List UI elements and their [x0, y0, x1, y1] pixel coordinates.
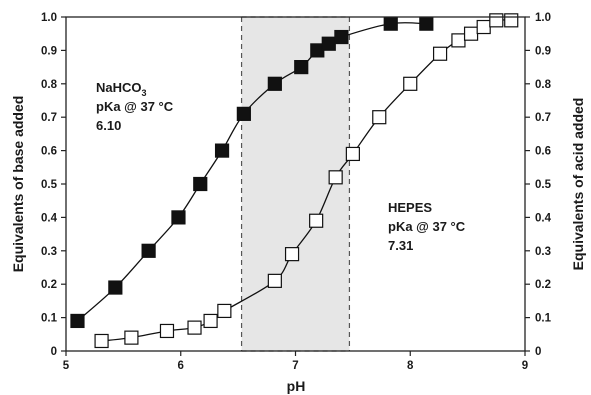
y-tick-label: 0.4	[41, 212, 58, 224]
hepes-point	[203, 313, 218, 329]
hepes-point	[432, 46, 448, 61]
hepes-point	[187, 320, 202, 335]
nahco3-point	[267, 76, 282, 91]
y-tick-label: 1.0	[41, 12, 57, 24]
x-tick-label: 7	[292, 360, 298, 372]
y2-tick-label: 0.3	[535, 246, 551, 258]
hepes-annotation: HEPES pKa @ 37 °C 7.31	[388, 200, 466, 253]
x-axis-title: pH	[287, 378, 306, 394]
nahco3-pka-value: 6.10	[96, 118, 121, 133]
nahco3-point	[171, 210, 186, 225]
y2-tick-label: 0.5	[535, 179, 552, 191]
x-tick-label: 5	[63, 360, 70, 372]
y-tick-label: 0	[51, 346, 57, 358]
hepes-point	[463, 26, 479, 41]
x-tick-label: 9	[522, 360, 528, 372]
nahco3-point	[214, 143, 230, 158]
y2-tick-label: 0	[535, 346, 541, 358]
hepes-point	[94, 333, 109, 349]
y-tick-label: 0.1	[41, 313, 58, 325]
hepes-point	[489, 13, 504, 28]
y2-tick-label: 0.9	[535, 45, 551, 57]
nahco3-label: NaHCO3	[96, 80, 147, 98]
hepes-point	[403, 76, 418, 91]
y2-tick-label: 0.4	[535, 212, 552, 224]
hepes-point	[504, 13, 519, 28]
hepes-point	[159, 323, 175, 339]
hepes-point	[451, 33, 466, 48]
hepes-point	[476, 19, 491, 35]
nahco3-point	[236, 106, 251, 121]
y2-tick-label: 0.1	[535, 313, 552, 325]
y2-tick-label: 0.2	[535, 279, 551, 291]
y2-tick-label: 0.8	[535, 79, 552, 91]
y2-tick-label: 0.6	[535, 146, 551, 158]
y-tick-label: 0.7	[41, 112, 57, 124]
y-tick-label: 0.5	[41, 179, 58, 191]
nahco3-point	[419, 16, 434, 31]
y-tick-label: 0.9	[41, 45, 57, 57]
nahco3-point	[141, 243, 156, 258]
x-tick-label: 8	[407, 360, 414, 372]
nahco3-point	[70, 313, 85, 329]
hepes-point	[267, 273, 282, 288]
axis-ticks: 5 6 7 8 900.10.20.30.40.50.60.70.80.91.0 1.00…	[41, 12, 552, 372]
nahco3-point	[108, 280, 123, 295]
y-axis-title: Equivalents of base added	[10, 96, 26, 273]
hepes-point	[345, 146, 360, 162]
hepes-pka-label: pKa @ 37 °C	[388, 219, 466, 234]
hepes-point	[217, 303, 232, 319]
nahco3-point	[321, 36, 336, 51]
hepes-point	[372, 110, 387, 125]
y-tick-label: 0.8	[41, 79, 58, 91]
nahco3-pka-label: pKa @ 37 °C	[96, 99, 174, 114]
y2-tick-label: 0.7	[535, 112, 551, 124]
hepes-label: HEPES	[388, 200, 432, 215]
y-tick-label: 0.2	[41, 279, 57, 291]
hepes-point	[124, 330, 139, 345]
hepes-point	[284, 247, 300, 262]
nahco3-point	[294, 59, 309, 75]
hepes-point	[309, 213, 324, 228]
y-tick-label: 0.3	[41, 246, 57, 258]
hepes-point	[328, 170, 343, 185]
nahco3-point	[334, 29, 349, 45]
y2-tick-label: 1.0	[535, 12, 551, 24]
x-tick-label: 6	[178, 360, 184, 372]
y2-axis-title: Equivalents of acid added	[570, 98, 586, 271]
nahco3-annotation: NaHCO3 pKa @ 37 °C 6.10	[96, 80, 174, 133]
y-tick-label: 0.6	[41, 146, 57, 158]
nahco3-point	[193, 176, 208, 192]
nahco3-point	[383, 16, 398, 31]
hepes-pka-value: 7.31	[388, 238, 413, 253]
